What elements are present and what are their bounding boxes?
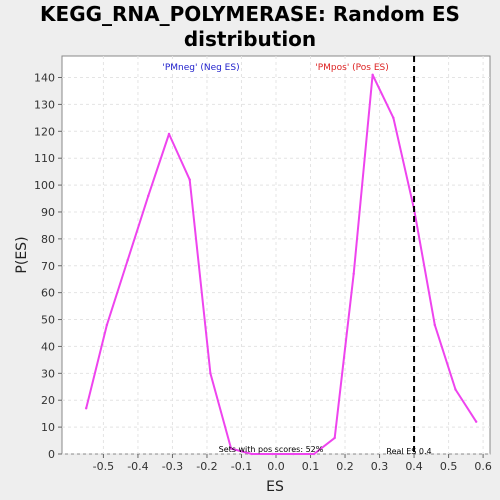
y-tick-label: 50 (41, 314, 55, 327)
y-tick-label: 90 (41, 206, 55, 219)
data-point (333, 436, 336, 440)
data-point (352, 272, 355, 276)
chart-title-line2: distribution (183, 27, 317, 51)
neg-es-label: 'PMneg' (Neg ES) (162, 63, 239, 73)
data-point (105, 323, 109, 327)
series-line (85, 73, 478, 455)
sets-pos-scores-label: Sets with pos scores: 52% (219, 445, 324, 454)
y-tick-label: 40 (41, 340, 55, 353)
x-tick-label: 0.1 (302, 460, 320, 473)
x-tick-label: -0.3 (162, 460, 183, 473)
x-tick-label: 0.0 (267, 460, 285, 473)
data-point (188, 178, 191, 181)
y-tick-label: 10 (41, 421, 55, 434)
y-tick-label: 80 (41, 233, 55, 246)
data-point (126, 259, 129, 262)
data-point (271, 452, 274, 456)
y-tick-label: 0 (48, 448, 55, 461)
x-tick-label: -0.5 (93, 460, 114, 473)
pos-es-label: 'PMpos' (Pos ES) (315, 63, 389, 73)
data-point (392, 116, 395, 120)
data-point (371, 73, 374, 77)
data-point (433, 323, 436, 327)
x-tick-label: -0.4 (127, 460, 148, 473)
data-point (167, 132, 171, 136)
x-tick-label: 0.5 (440, 460, 458, 473)
data-point (250, 452, 254, 456)
real-es-label: Real ES 0.4 (386, 447, 431, 456)
y-tick-label: 60 (41, 287, 55, 300)
data-point (229, 447, 233, 450)
x-tick-label: 0.4 (405, 460, 423, 473)
y-tick-label: 140 (34, 72, 55, 85)
x-tick-label: -0.2 (196, 460, 217, 473)
series-layer (84, 73, 478, 456)
data-point (312, 452, 316, 456)
y-tick-label: 70 (41, 260, 55, 273)
x-tick-label: 0.6 (474, 460, 492, 473)
data-point (84, 407, 88, 410)
y-axis-label: P(ES) (14, 236, 30, 273)
x-tick-label: 0.3 (371, 460, 389, 473)
y-tick-label: 100 (34, 179, 55, 192)
data-point (292, 452, 295, 456)
data-point (147, 194, 150, 198)
x-tick-label: 0.2 (336, 460, 354, 473)
data-point (474, 420, 478, 423)
y-tick-label: 120 (34, 125, 55, 138)
x-tick-label: -0.1 (231, 460, 252, 473)
chart-title-line1: KEGG_RNA_POLYMERASE: Random ES (40, 2, 460, 26)
y-tick-label: 20 (41, 394, 55, 407)
x-axis-label: ES (266, 479, 284, 495)
data-point (454, 388, 457, 391)
y-tick-label: 30 (41, 367, 55, 380)
y-tick-label: 110 (34, 152, 55, 165)
grid (62, 56, 490, 455)
y-tick-label: 130 (34, 98, 55, 111)
data-point (209, 372, 212, 375)
axis-ticks: -0.5 -0.4 -0.3 -0.2 -0.1 0.0 0.1 0.2 0.3 0.4 0.5 0.… (34, 72, 492, 473)
